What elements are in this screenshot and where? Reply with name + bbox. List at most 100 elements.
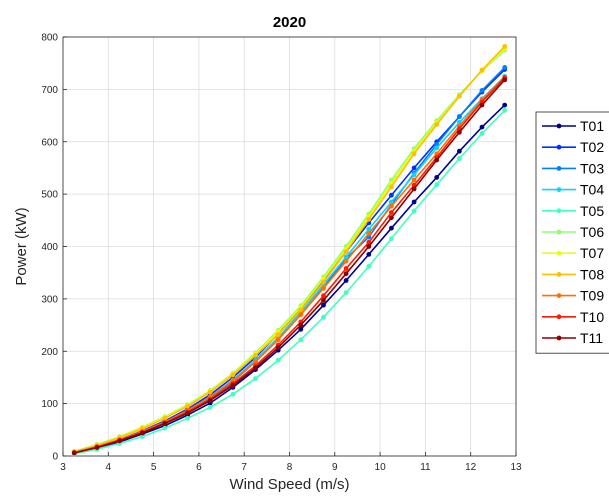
y-tick-label: 700 xyxy=(41,85,58,96)
data-point xyxy=(321,286,326,291)
x-tick-label: 12 xyxy=(465,462,477,473)
x-tick-label: 9 xyxy=(332,462,338,473)
legend-item-t08: T08 xyxy=(542,266,604,282)
data-point xyxy=(389,184,394,190)
series-layer xyxy=(71,44,508,457)
data-point xyxy=(253,365,258,371)
data-point xyxy=(434,157,440,163)
data-point xyxy=(321,314,326,320)
data-point xyxy=(502,102,508,108)
y-tick-label: 200 xyxy=(41,347,58,358)
data-point xyxy=(343,271,349,277)
data-point xyxy=(502,107,508,113)
data-point xyxy=(275,357,281,363)
data-point xyxy=(230,372,236,378)
data-point xyxy=(321,302,326,308)
data-point xyxy=(479,124,485,130)
data-point xyxy=(434,122,440,127)
legend-item-t01: T01 xyxy=(542,118,604,134)
legend-item-t05: T05 xyxy=(542,203,604,219)
data-point xyxy=(389,225,394,231)
data-point xyxy=(366,264,372,269)
data-point xyxy=(366,252,372,257)
legend-label: T08 xyxy=(580,266,604,282)
data-point xyxy=(343,249,349,255)
data-point xyxy=(207,398,213,403)
data-point xyxy=(117,438,122,444)
legend-label: T04 xyxy=(580,182,604,198)
legend-item-t10: T10 xyxy=(542,309,604,325)
data-point xyxy=(343,266,349,271)
series-line xyxy=(74,76,506,454)
legend-swatch-marker xyxy=(556,314,562,320)
data-point xyxy=(434,145,440,151)
data-point xyxy=(479,102,485,108)
data-point xyxy=(139,430,145,436)
data-point xyxy=(275,337,281,343)
data-point xyxy=(411,208,417,214)
data-point xyxy=(502,77,508,83)
data-point xyxy=(162,425,168,431)
y-tick-label: 100 xyxy=(41,399,58,410)
legend-swatch-marker xyxy=(556,187,562,193)
data-point xyxy=(389,192,394,198)
data-point xyxy=(411,151,417,157)
data-point xyxy=(162,415,168,421)
legend-label: T07 xyxy=(580,245,604,261)
data-point xyxy=(321,298,326,303)
data-point xyxy=(298,337,304,343)
data-point xyxy=(389,236,394,242)
legend-swatch-marker xyxy=(556,144,562,150)
data-point xyxy=(230,382,236,388)
y-tick-label: 800 xyxy=(41,33,58,44)
data-point xyxy=(457,114,462,119)
data-point xyxy=(434,182,440,188)
y-tick-label: 500 xyxy=(41,190,58,201)
legend-swatch-marker xyxy=(556,272,562,277)
x-tick-label: 3 xyxy=(60,462,66,473)
legend-item-t03: T03 xyxy=(542,160,604,176)
series-t08 xyxy=(71,44,508,455)
data-point xyxy=(411,172,417,178)
data-point xyxy=(321,293,326,299)
data-point xyxy=(343,258,349,264)
legend-swatch-marker xyxy=(556,123,562,129)
data-point xyxy=(298,326,304,332)
data-point xyxy=(253,376,258,381)
legend-swatch-marker xyxy=(556,293,562,298)
data-point xyxy=(253,353,258,358)
data-point xyxy=(366,226,372,232)
data-point xyxy=(389,203,394,209)
data-point xyxy=(457,93,462,99)
data-point xyxy=(185,410,191,416)
legend-swatch-marker xyxy=(556,208,562,214)
y-tick-label: 600 xyxy=(41,137,58,148)
data-point xyxy=(479,131,485,136)
data-point xyxy=(321,279,326,285)
data-point xyxy=(207,389,213,395)
data-point xyxy=(389,199,394,205)
legend-label: T02 xyxy=(580,139,604,155)
legend-label: T11 xyxy=(580,330,603,346)
legend-item-t09: T09 xyxy=(542,288,604,304)
data-point xyxy=(479,88,485,93)
data-point xyxy=(411,199,417,205)
data-point xyxy=(457,156,462,161)
series-line xyxy=(74,45,506,453)
legend-item-t06: T06 xyxy=(542,224,604,240)
data-point xyxy=(275,332,281,337)
x-tick-label: 5 xyxy=(151,462,157,473)
series-t11 xyxy=(71,77,508,456)
data-point xyxy=(185,403,191,409)
data-point xyxy=(343,290,349,295)
x-tick-label: 4 xyxy=(106,462,112,473)
series-line xyxy=(74,47,506,453)
data-point xyxy=(366,216,372,222)
data-point xyxy=(253,359,258,365)
data-point xyxy=(479,67,485,73)
data-point xyxy=(411,165,417,171)
y-tick-label: 400 xyxy=(41,242,58,253)
legend-label: T01 xyxy=(580,118,604,134)
data-point xyxy=(457,148,462,154)
